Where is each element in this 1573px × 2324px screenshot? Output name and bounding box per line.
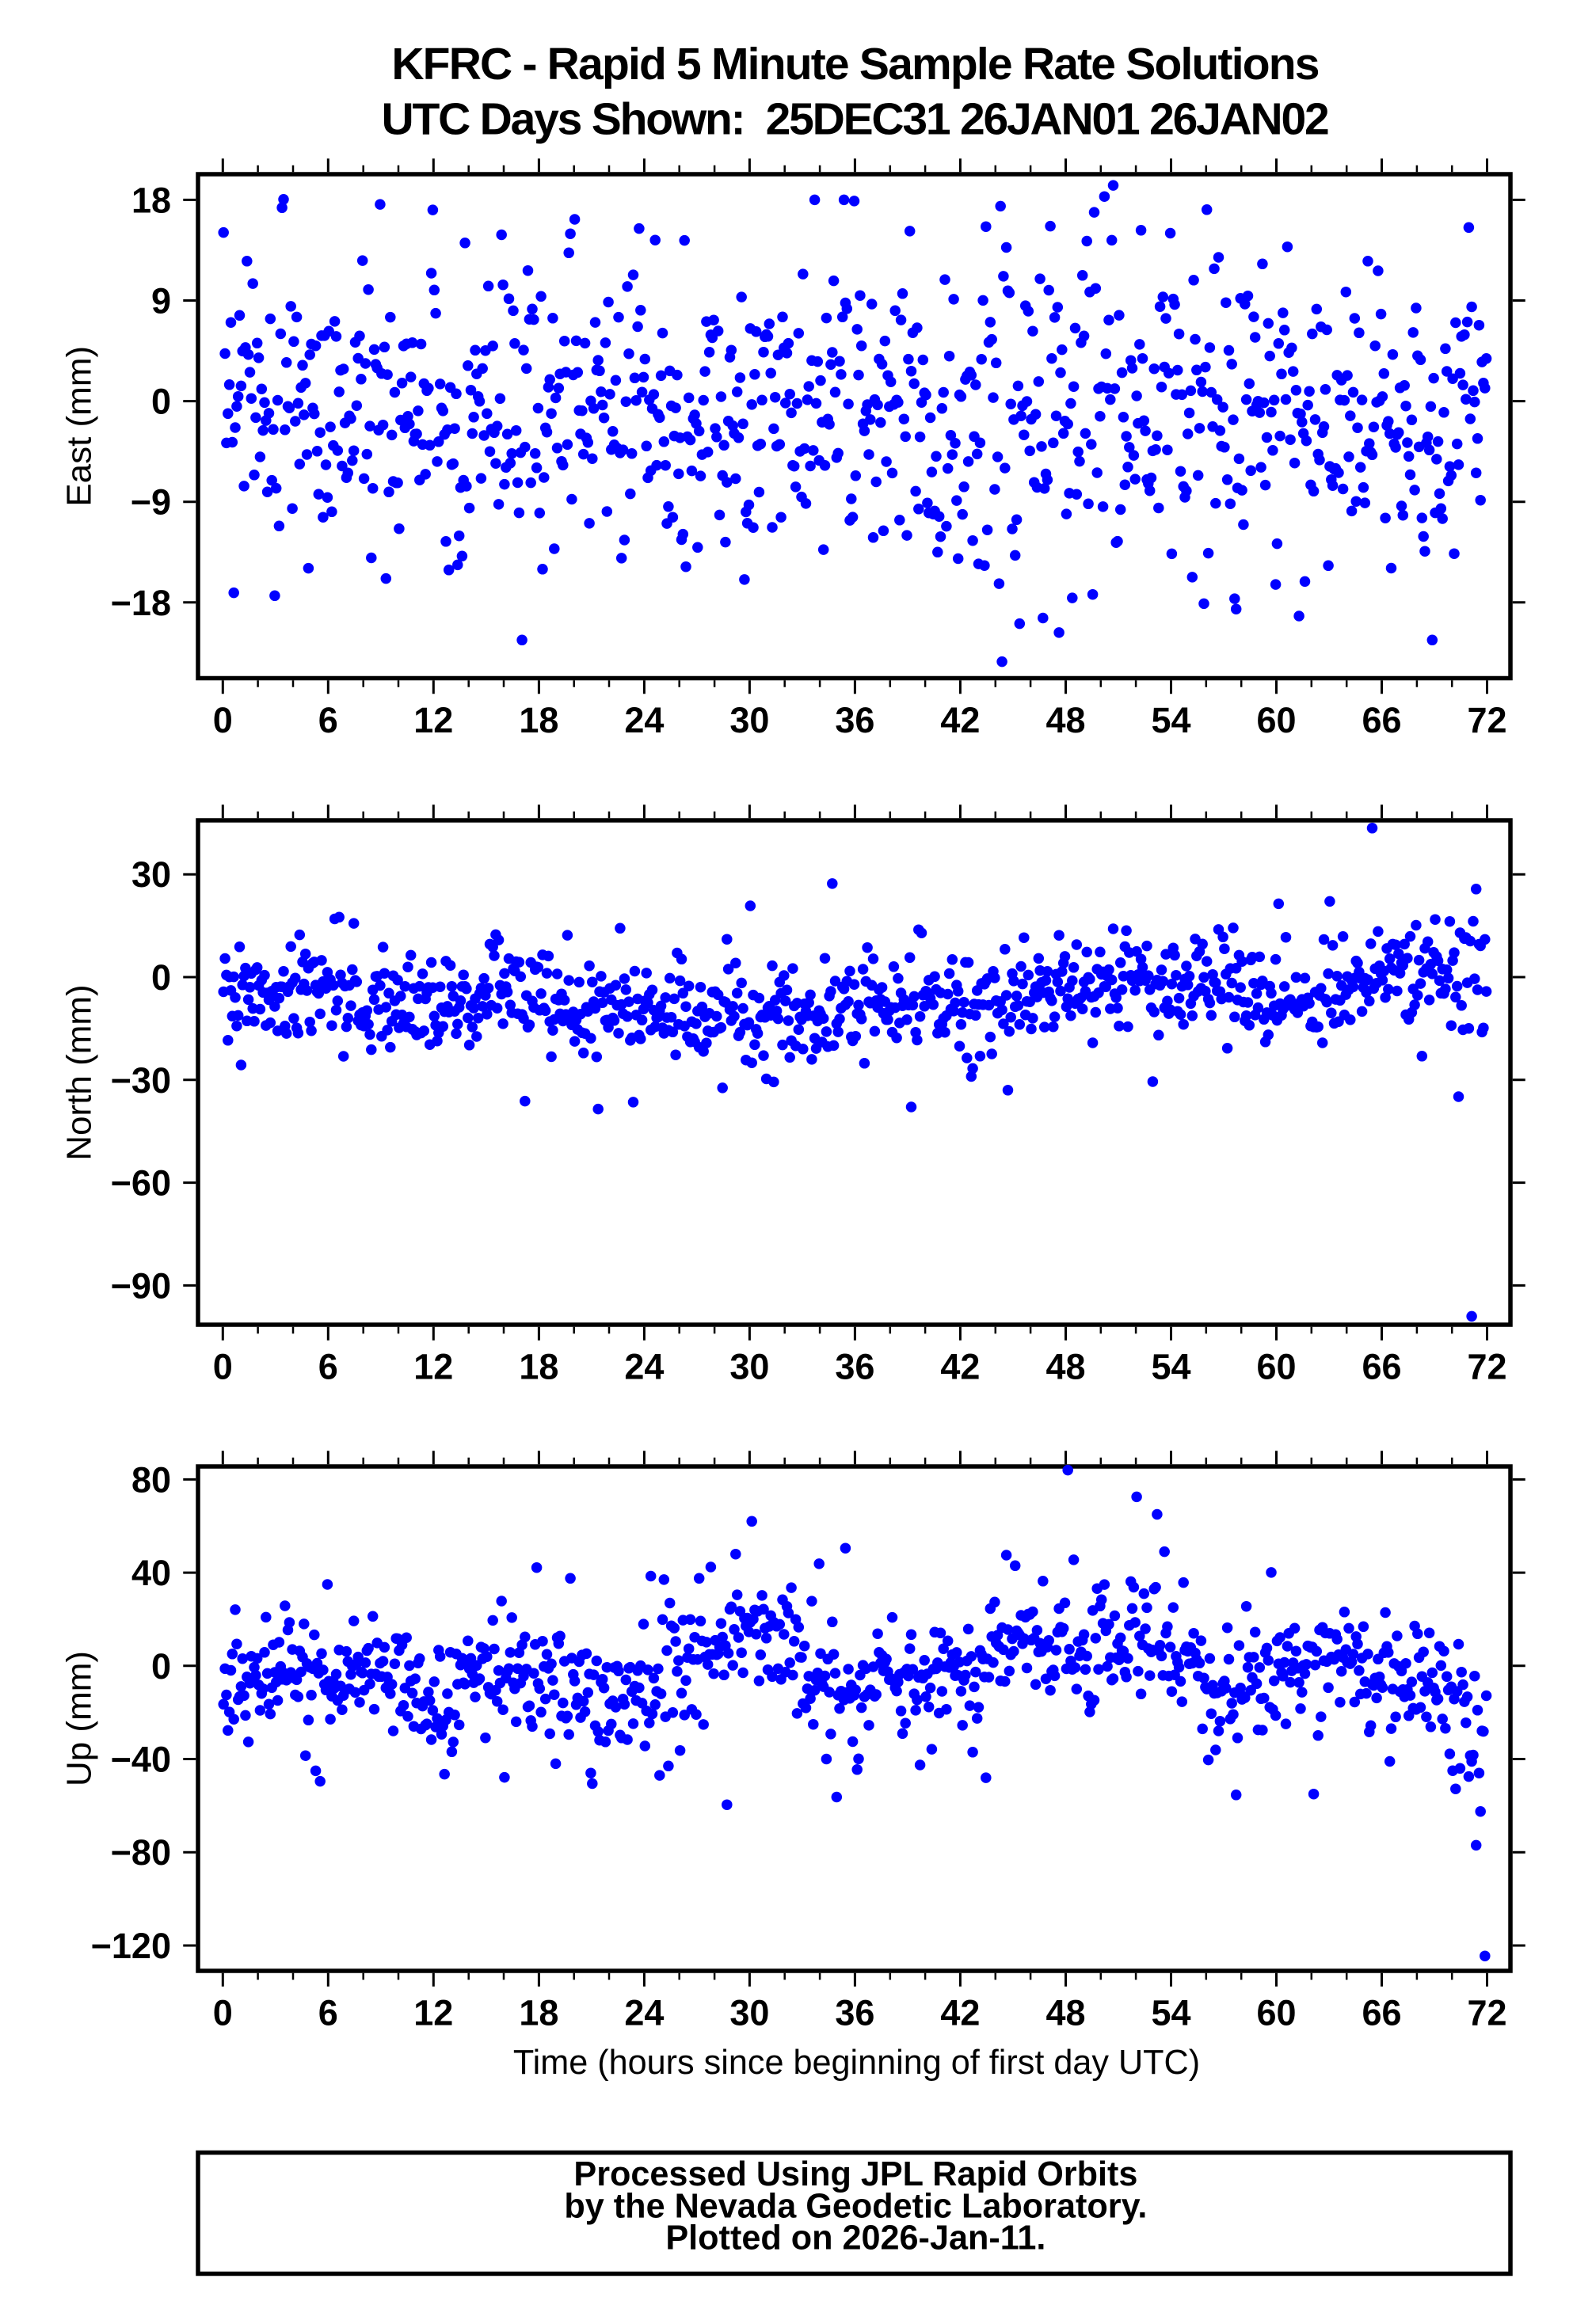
svg-text:54: 54 [1151, 1347, 1190, 1387]
svg-text:UTC Days Shown: 25DEC31 26JAN: UTC Days Shown: 25DEC31 26JAN01 26JAN02 [381, 94, 1328, 145]
svg-text:−90: −90 [111, 1265, 171, 1306]
svg-text:−9: −9 [131, 482, 171, 523]
svg-text:54: 54 [1151, 1993, 1190, 2033]
svg-text:18: 18 [519, 1993, 558, 2033]
svg-text:9: 9 [151, 281, 171, 321]
svg-text:18: 18 [519, 1347, 558, 1387]
svg-text:66: 66 [1362, 1993, 1401, 2033]
svg-text:30: 30 [729, 700, 769, 740]
svg-text:−30: −30 [111, 1060, 171, 1101]
svg-text:30: 30 [131, 854, 171, 895]
svg-text:0: 0 [151, 382, 171, 422]
svg-text:80: 80 [131, 1459, 171, 1500]
svg-text:Time (hours since beginning of: Time (hours since beginning of first day… [513, 2044, 1200, 2082]
svg-text:60: 60 [1256, 700, 1296, 740]
svg-text:6: 6 [318, 700, 338, 740]
svg-text:72: 72 [1467, 1993, 1506, 2033]
svg-text:0: 0 [213, 1347, 233, 1387]
svg-text:36: 36 [835, 1993, 874, 2033]
svg-text:36: 36 [835, 700, 874, 740]
svg-text:−60: −60 [111, 1163, 171, 1204]
svg-text:12: 12 [413, 1993, 453, 2033]
svg-text:−40: −40 [111, 1740, 171, 1780]
svg-text:12: 12 [413, 700, 453, 740]
svg-text:by the Nevada Geodetic Laborat: by the Nevada Geodetic Laboratory. [564, 2187, 1147, 2225]
svg-text:0: 0 [151, 1646, 171, 1687]
svg-text:12: 12 [413, 1347, 453, 1387]
svg-text:Plotted on 2026-Jan-11.: Plotted on 2026-Jan-11. [665, 2219, 1045, 2257]
svg-text:66: 66 [1362, 700, 1401, 740]
svg-text:48: 48 [1045, 1347, 1085, 1387]
svg-text:North (mm): North (mm) [60, 984, 99, 1160]
svg-text:KFRC - Rapid 5 Minute Sample R: KFRC - Rapid 5 Minute Sample Rate Soluti… [391, 39, 1318, 89]
svg-text:30: 30 [729, 1993, 769, 2033]
svg-text:18: 18 [131, 180, 171, 220]
svg-text:0: 0 [151, 957, 171, 998]
svg-text:6: 6 [318, 1993, 338, 2033]
svg-text:24: 24 [624, 700, 664, 740]
svg-text:42: 42 [940, 1347, 980, 1387]
svg-text:48: 48 [1045, 700, 1085, 740]
svg-text:18: 18 [519, 700, 558, 740]
svg-text:Processed Using JPL Rapid Orbi: Processed Using JPL Rapid Orbits [573, 2155, 1137, 2193]
svg-text:30: 30 [729, 1347, 769, 1387]
svg-text:72: 72 [1467, 1347, 1506, 1387]
svg-text:54: 54 [1151, 700, 1190, 740]
svg-text:0: 0 [213, 1993, 233, 2033]
svg-text:36: 36 [835, 1347, 874, 1387]
svg-text:60: 60 [1256, 1993, 1296, 2033]
svg-text:−120: −120 [91, 1926, 171, 1966]
svg-text:66: 66 [1362, 1347, 1401, 1387]
svg-text:72: 72 [1467, 700, 1506, 740]
svg-text:42: 42 [940, 1993, 980, 2033]
svg-text:East (mm): East (mm) [60, 346, 99, 507]
svg-text:6: 6 [318, 1347, 338, 1387]
svg-text:48: 48 [1045, 1993, 1085, 2033]
svg-text:−80: −80 [111, 1832, 171, 1873]
svg-text:0: 0 [213, 700, 233, 740]
svg-text:24: 24 [624, 1993, 664, 2033]
svg-text:−18: −18 [111, 583, 171, 623]
svg-text:60: 60 [1256, 1347, 1296, 1387]
svg-text:24: 24 [624, 1347, 664, 1387]
svg-text:42: 42 [940, 700, 980, 740]
svg-text:40: 40 [131, 1553, 171, 1593]
svg-text:Up (mm): Up (mm) [60, 1651, 99, 1786]
